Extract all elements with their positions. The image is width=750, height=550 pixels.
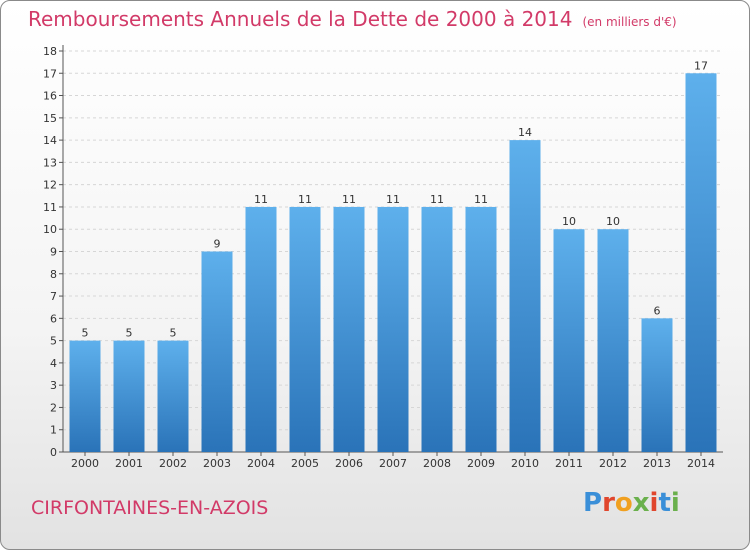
bar-2005 (289, 206, 321, 452)
bars (69, 73, 717, 453)
x-tick-label: 2008 (423, 457, 451, 470)
bar-2012 (597, 229, 629, 452)
bar-2003 (201, 251, 233, 452)
y-tick-label: 16 (43, 90, 57, 103)
y-tick-label: 6 (50, 312, 57, 325)
y-tick-label: 4 (50, 357, 57, 370)
bar-2014 (685, 73, 717, 453)
y-tick-label: 12 (43, 179, 57, 192)
x-tick-label: 2014 (687, 457, 715, 470)
y-tick-label: 9 (50, 246, 57, 259)
logo-letter: i (670, 488, 680, 518)
logo-letter: x (632, 488, 650, 518)
y-tick-label: 2 (50, 401, 57, 414)
y-tick-label: 1 (50, 424, 57, 437)
y-tick-label: 5 (50, 335, 57, 348)
bar-2008 (421, 206, 453, 452)
bar-2010 (509, 140, 541, 452)
x-tick-label: 2009 (467, 457, 495, 470)
bar-2000 (69, 340, 101, 452)
data-label: 11 (298, 193, 312, 206)
data-label: 11 (386, 193, 400, 206)
logo-letter: r (602, 488, 615, 518)
bar-2004 (245, 206, 277, 452)
y-tick-label: 0 (50, 446, 57, 459)
x-tick-label: 2013 (643, 457, 671, 470)
data-label: 6 (654, 304, 661, 317)
x-tick-label: 2004 (247, 457, 275, 470)
bar-2013 (641, 318, 673, 452)
bar-2002 (157, 340, 189, 452)
y-tick-label: 8 (50, 268, 57, 281)
x-tick-label: 2007 (379, 457, 407, 470)
data-label: 5 (170, 327, 177, 340)
data-label: 10 (606, 215, 620, 228)
logo-letter: i (649, 488, 659, 518)
y-tick-label: 7 (50, 290, 57, 303)
y-tick-label: 10 (43, 223, 57, 236)
y-tick-label: 11 (43, 201, 57, 214)
x-tick-label: 2012 (599, 457, 627, 470)
bar-2009 (465, 206, 497, 452)
data-label: 11 (342, 193, 356, 206)
data-label: 10 (562, 215, 576, 228)
bar-2007 (377, 206, 409, 452)
y-tick-label: 3 (50, 379, 57, 392)
data-label: 9 (214, 238, 221, 251)
data-label: 17 (694, 59, 708, 72)
bar-2011 (553, 229, 585, 452)
x-tick-label: 2000 (71, 457, 99, 470)
proxiti-logo[interactable]: Proxiti (583, 488, 680, 518)
x-tick-label: 2006 (335, 457, 363, 470)
x-tick-label: 2001 (115, 457, 143, 470)
x-tick-label: 2005 (291, 457, 319, 470)
data-label: 5 (82, 327, 89, 340)
y-tick-label: 17 (43, 67, 57, 80)
data-label: 11 (430, 193, 444, 206)
y-tick-label: 14 (43, 134, 57, 147)
x-tick-label: 2002 (159, 457, 187, 470)
y-tick-label: 18 (43, 45, 57, 58)
city-name: CIRFONTAINES-EN-AZOIS (31, 497, 269, 519)
bar-2001 (113, 340, 145, 452)
labels: 0123456789101112131415161718520005200152… (43, 45, 715, 470)
logo-letter: P (583, 488, 603, 518)
chart-subtitle: (en milliers d'€) (582, 15, 677, 29)
y-tick-label: 15 (43, 112, 57, 125)
data-label: 11 (254, 193, 268, 206)
x-tick-label: 2010 (511, 457, 539, 470)
logo-letter: o (614, 488, 633, 518)
chart-title: Remboursements Annuels de la Dette de 20… (28, 7, 677, 31)
data-label: 5 (126, 327, 133, 340)
logo-letter: t (658, 488, 671, 518)
x-tick-label: 2003 (203, 457, 231, 470)
data-label: 14 (518, 126, 532, 139)
x-tick-label: 2011 (555, 457, 583, 470)
y-tick-label: 13 (43, 156, 57, 169)
bar-2006 (333, 206, 365, 452)
data-label: 11 (474, 193, 488, 206)
